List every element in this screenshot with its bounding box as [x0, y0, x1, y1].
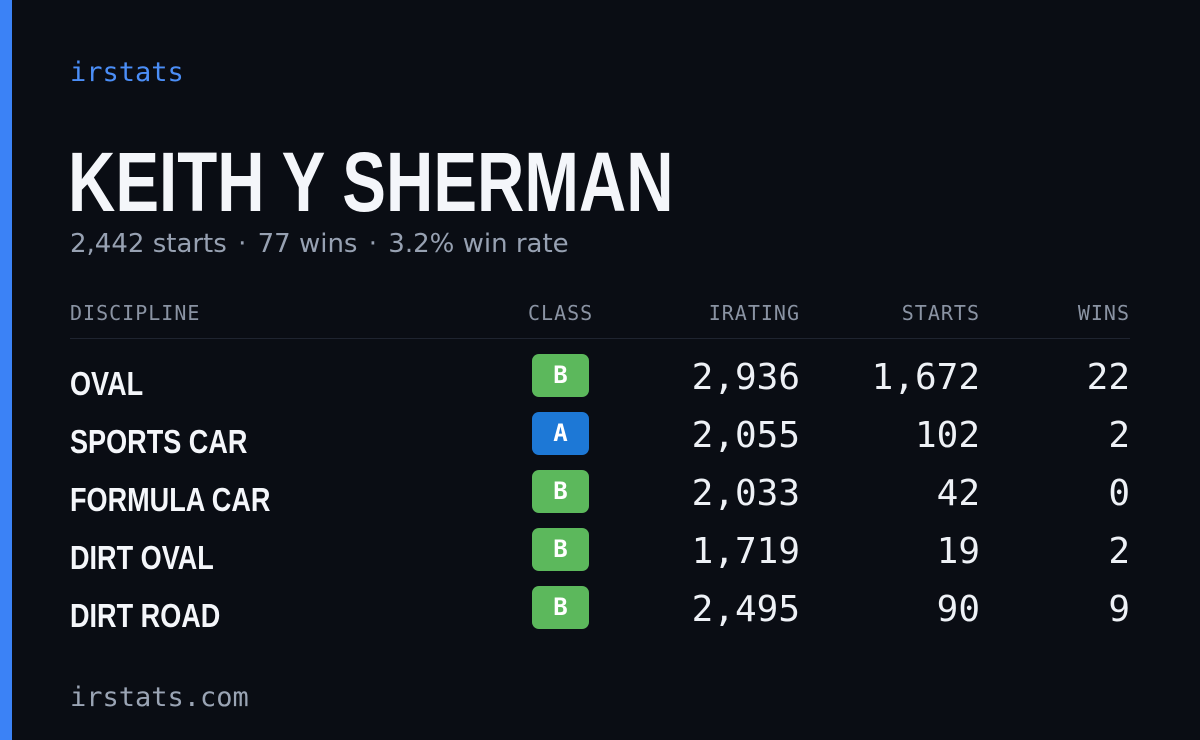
class-badge: B: [532, 528, 589, 571]
class-badge: B: [532, 586, 589, 629]
table-row: DIRT ROAD B 2,495 90 9: [70, 584, 1130, 642]
column-header-irating: IRATING: [708, 301, 800, 325]
accent-bar: [0, 0, 12, 740]
column-header-wins: WINS: [1077, 301, 1130, 325]
starts-value: 1,672: [871, 357, 980, 398]
wins-summary: 77 wins: [257, 229, 358, 259]
starts-value: 102: [914, 415, 980, 456]
table-row: SPORTS CAR A 2,055 102 2: [70, 410, 1130, 468]
starts-summary: 2,442 starts: [70, 229, 227, 259]
column-header-starts: STARTS: [901, 301, 980, 325]
irating-value: 2,033: [691, 473, 800, 514]
discipline-name: OVAL: [70, 365, 144, 402]
table-row: FORMULA CAR B 2,033 42 0: [70, 468, 1130, 526]
starts-value: 19: [936, 531, 980, 572]
player-summary: 2,442 starts · 77 wins · 3.2% win rate: [70, 228, 569, 260]
irating-value: 2,055: [691, 415, 800, 456]
irating-value: 2,495: [691, 589, 800, 630]
discipline-name: DIRT ROAD: [70, 597, 221, 634]
discipline-name: SPORTS CAR: [70, 423, 248, 460]
column-header-discipline: DISCIPLINE: [70, 301, 201, 325]
irating-value: 2,936: [691, 357, 800, 398]
irating-value: 1,719: [691, 531, 800, 572]
starts-value: 90: [936, 589, 980, 630]
player-name: KEITH Y SHERMAN: [68, 135, 674, 229]
summary-separator: ·: [238, 229, 247, 259]
summary-separator: ·: [368, 229, 378, 259]
win-rate-summary: 3.2% win rate: [388, 229, 569, 259]
wins-value: 22: [1086, 357, 1130, 398]
brand-logo: irstats: [70, 57, 184, 88]
class-badge: B: [532, 354, 589, 397]
wins-value: 2: [1108, 531, 1130, 572]
table-header: DISCIPLINE CLASS IRATING STARTS WINS: [70, 300, 1130, 339]
wins-value: 0: [1108, 473, 1130, 514]
table-row: DIRT OVAL B 1,719 19 2: [70, 526, 1130, 584]
discipline-name: DIRT OVAL: [70, 539, 214, 576]
discipline-table: OVAL B 2,936 1,672 22 SPORTS CAR A 2,055…: [70, 352, 1130, 642]
discipline-name: FORMULA CAR: [70, 481, 271, 518]
table-row: OVAL B 2,936 1,672 22: [70, 352, 1130, 410]
footer-domain-link[interactable]: irstats.com: [70, 682, 249, 713]
wins-value: 9: [1108, 589, 1130, 630]
starts-value: 42: [936, 473, 980, 514]
wins-value: 2: [1108, 415, 1130, 456]
class-badge: A: [532, 412, 589, 455]
class-badge: B: [532, 470, 589, 513]
column-header-class: CLASS: [528, 301, 594, 325]
